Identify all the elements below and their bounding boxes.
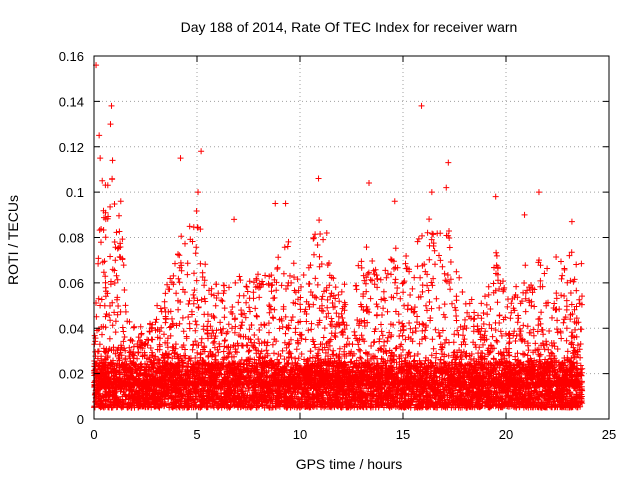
peak-point bbox=[521, 211, 528, 218]
peak-point bbox=[366, 180, 373, 187]
peak-point bbox=[96, 132, 103, 139]
peak-point bbox=[117, 198, 124, 205]
y-tick-label: 0.02 bbox=[59, 367, 84, 382]
x-tick-labels: 0 5 10 15 20 25 bbox=[90, 427, 616, 442]
peak-point bbox=[535, 189, 542, 196]
y-tick-labels: 0 0.02 0.04 0.06 0.08 0.1 0.12 0.14 0.16 bbox=[59, 49, 84, 427]
scatter-points bbox=[91, 175, 586, 411]
peak-point bbox=[272, 200, 279, 207]
y-axis-label: ROTI / TECUs bbox=[5, 195, 21, 285]
peak-point bbox=[492, 193, 499, 200]
x-tick-label: 20 bbox=[499, 427, 513, 442]
peak-point bbox=[97, 155, 104, 162]
peak-point bbox=[323, 229, 330, 236]
peak-point bbox=[99, 177, 106, 184]
y-tick-label: 0.1 bbox=[66, 185, 84, 200]
axis-ticks bbox=[93, 55, 610, 420]
y-tick-label: 0.14 bbox=[59, 94, 84, 109]
y-tick-label: 0.06 bbox=[59, 276, 84, 291]
x-tick-label: 10 bbox=[293, 427, 307, 442]
gridlines bbox=[94, 56, 609, 419]
y-tick-label: 0.12 bbox=[59, 140, 84, 155]
peak-point bbox=[108, 102, 115, 109]
peak-point bbox=[428, 189, 435, 196]
peak-point bbox=[198, 148, 205, 155]
y-tick-label: 0 bbox=[77, 412, 84, 427]
y-tick-label: 0.16 bbox=[59, 49, 84, 64]
x-axis-label: GPS time / hours bbox=[296, 456, 403, 472]
chart-title: Day 188 of 2014, Rate Of TEC Index for r… bbox=[181, 19, 518, 35]
peak-point bbox=[443, 184, 450, 191]
data-points bbox=[91, 62, 586, 411]
x-tick-label: 15 bbox=[396, 427, 410, 442]
y-tick-label: 0.04 bbox=[59, 321, 84, 336]
peak-point bbox=[418, 102, 425, 109]
x-tick-label: 5 bbox=[193, 427, 200, 442]
peak-point bbox=[231, 216, 238, 223]
peak-point bbox=[107, 121, 114, 128]
y-tick-label: 0.08 bbox=[59, 231, 84, 246]
peak-point bbox=[568, 218, 575, 225]
x-tick-label: 0 bbox=[90, 427, 97, 442]
peak-point bbox=[282, 200, 289, 207]
peak-point bbox=[177, 155, 184, 162]
peak-point bbox=[391, 198, 398, 205]
peak-point bbox=[315, 175, 322, 182]
peak-point bbox=[195, 189, 202, 196]
x-tick-label: 25 bbox=[602, 427, 616, 442]
peak-point bbox=[445, 159, 452, 166]
peak-point bbox=[109, 157, 116, 164]
